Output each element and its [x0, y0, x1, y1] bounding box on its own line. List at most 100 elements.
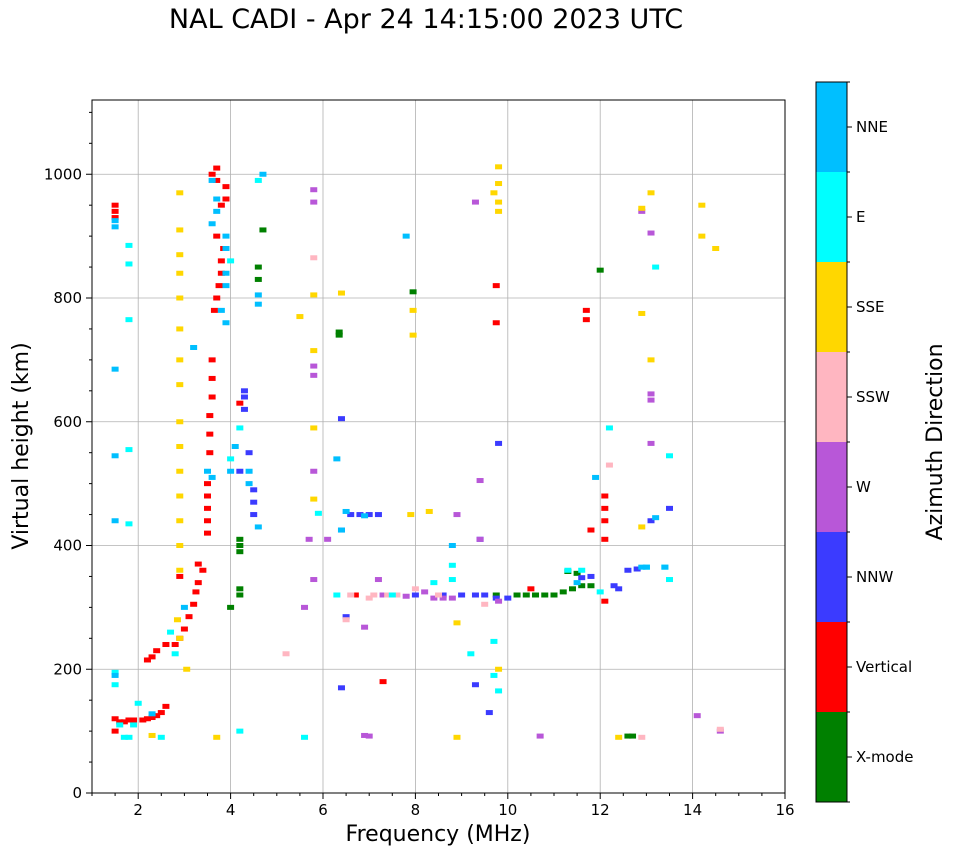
echo-point-w — [361, 732, 369, 738]
y-axis-ticks: 0 200 400 600 800 1000 — [44, 111, 92, 802]
echo-point-w — [301, 604, 309, 610]
echo-point-nnw — [411, 592, 419, 598]
echo-point-ssw — [370, 592, 378, 598]
echo-point-vertical — [204, 518, 211, 524]
echo-point-sse — [176, 295, 184, 301]
echo-point-vertical — [111, 716, 119, 722]
echo-point-w — [310, 468, 318, 474]
echo-point-nne — [342, 508, 350, 514]
echo-point-nne — [222, 246, 230, 251]
echo-point-w — [439, 595, 447, 601]
echo-point-e — [448, 562, 456, 568]
echo-point-nnw — [492, 595, 500, 601]
echo-point-e — [125, 261, 133, 267]
echo-point-nnw — [250, 499, 258, 505]
echo-point-sse — [495, 164, 503, 170]
echo-point-sse — [176, 518, 184, 524]
echo-point-w — [402, 593, 410, 599]
echo-point-nne — [217, 307, 225, 313]
echo-point-nne — [222, 283, 230, 289]
echo-point-x-mode — [573, 570, 581, 576]
echo-point-x-mode — [254, 264, 262, 270]
echo-point-vertical — [215, 283, 223, 289]
echo-point-nne — [222, 270, 230, 276]
colorbar: X-mode Vertical NNW W SSW SSE E NNE — [815, 81, 913, 803]
echo-point-vertical — [587, 527, 595, 533]
echo-point-vertical — [379, 679, 387, 685]
echo-point-w — [476, 536, 484, 542]
echo-point-nne — [111, 518, 119, 524]
echo-point-w — [693, 713, 701, 719]
echo-point-w — [647, 440, 655, 446]
colorbar-segment — [816, 622, 847, 712]
echo-point-vertical — [185, 614, 193, 620]
echo-point-nne — [652, 515, 660, 521]
echo-point-x-mode — [624, 733, 632, 739]
echo-point-vertical — [125, 717, 133, 723]
y-tick-label: 1000 — [44, 165, 82, 183]
echo-point-nne — [259, 171, 267, 177]
echo-point-x-mode — [335, 329, 343, 335]
echo-point-sse — [495, 666, 503, 672]
echo-point-e — [467, 651, 475, 657]
echo-point-nnw — [587, 573, 595, 579]
echo-point-nne — [661, 564, 669, 570]
echo-point-x-mode — [532, 592, 540, 598]
echo-point-nnw — [647, 518, 655, 524]
echo-point-x-mode — [587, 583, 595, 589]
echo-point-nne — [208, 474, 216, 480]
colorbar-category-label: SSW — [856, 388, 890, 406]
echo-point-x-mode — [559, 589, 567, 595]
echo-point-vertical — [143, 657, 151, 663]
echo-point-sse — [176, 227, 184, 233]
echo-point-nne — [592, 474, 600, 480]
echo-point-vertical — [208, 171, 216, 177]
colorbar-category-label: X-mode — [856, 748, 913, 766]
echo-point-vertical — [204, 481, 211, 487]
echo-point-vertical — [213, 233, 221, 239]
echo-point-sse — [638, 524, 646, 530]
echo-point-e — [111, 682, 119, 688]
echo-point-sse — [698, 202, 706, 208]
echo-point-nnw — [495, 440, 503, 446]
echo-point-e — [333, 592, 341, 598]
echo-point-nne — [111, 672, 119, 678]
colorbar-segment — [816, 712, 847, 802]
echo-point-e — [157, 734, 165, 740]
echo-point-vertical — [206, 431, 214, 437]
echo-point-nne — [111, 366, 119, 372]
echo-point-nne — [148, 711, 156, 717]
echo-point-vertical — [206, 450, 214, 456]
echo-point-nnw — [481, 592, 489, 598]
echo-point-nne — [208, 221, 216, 227]
echo-point-e — [125, 734, 133, 740]
x-tick-label: 10 — [498, 801, 517, 819]
echo-point-sse — [495, 199, 503, 205]
echo-point-vertical — [153, 648, 161, 654]
echo-point-nne — [213, 208, 221, 214]
echo-point-nnw — [578, 575, 586, 581]
echo-point-sse — [176, 468, 184, 474]
echo-point-nnw — [374, 512, 382, 518]
echo-point-sse — [148, 732, 156, 738]
echo-point-e — [120, 734, 128, 740]
echo-point-w — [536, 733, 544, 739]
echo-point-w — [453, 512, 461, 518]
echo-point-nnw — [347, 512, 355, 518]
echo-point-e — [125, 242, 133, 248]
echo-point-nne — [573, 580, 581, 586]
echo-point-nne — [204, 468, 211, 474]
echo-point-ssw — [342, 617, 350, 623]
echo-point-ssw — [716, 726, 724, 732]
echo-point-w — [647, 397, 655, 403]
colorbar-category-label: Vertical — [856, 658, 912, 676]
echo-point-nne — [208, 177, 216, 183]
colorbar-category-label: W — [856, 478, 871, 496]
echo-point-x-mode — [236, 549, 244, 555]
echo-point-vertical — [171, 642, 179, 647]
echo-point-vertical — [601, 518, 609, 524]
echo-point-nnw — [504, 595, 512, 601]
echo-point-sse — [176, 419, 184, 425]
echo-point-sse — [176, 382, 184, 388]
echo-point-ssw — [435, 592, 442, 598]
